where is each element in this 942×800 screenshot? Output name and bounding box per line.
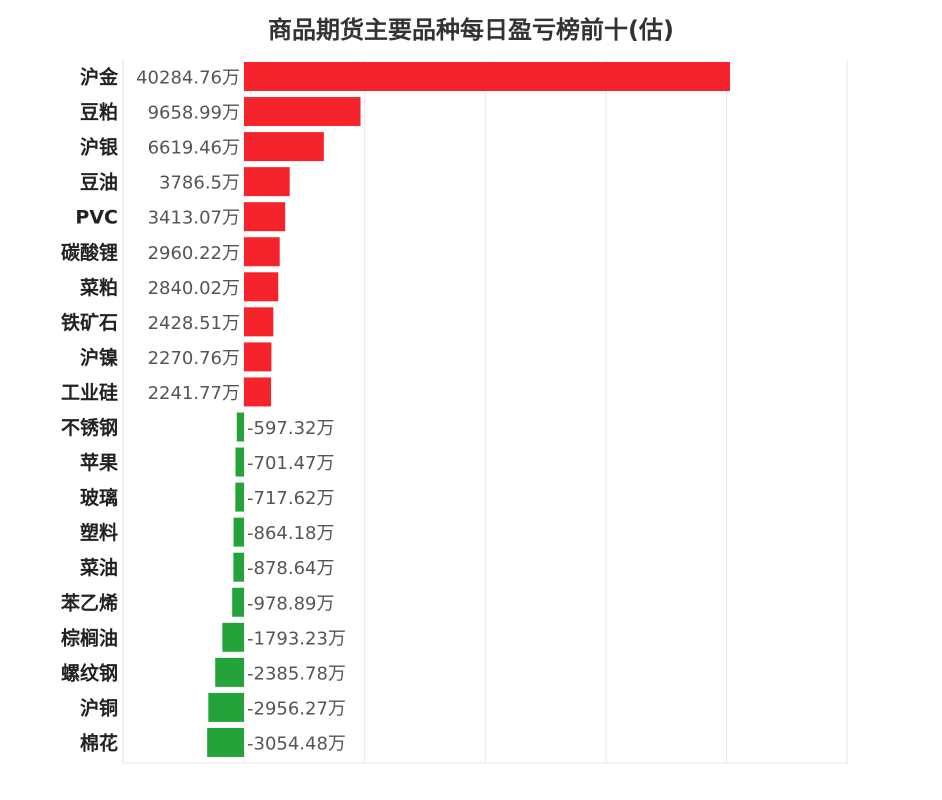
category-label: 苯乙烯 [60, 591, 118, 614]
bar [233, 517, 244, 547]
bar [233, 552, 244, 582]
bar [244, 237, 280, 267]
bar [244, 342, 272, 372]
data-label: 3786.5万 [159, 173, 240, 194]
data-label: 2270.76万 [148, 348, 240, 369]
bar [235, 482, 244, 512]
data-label: -597.32万 [247, 418, 334, 439]
category-label: 碳酸锂 [61, 241, 118, 264]
bar [208, 692, 244, 722]
data-label: -701.47万 [247, 453, 334, 474]
bar [235, 447, 244, 477]
data-label: 2241.77万 [148, 383, 240, 404]
data-label: 2960.22万 [148, 243, 240, 264]
category-label: PVC [75, 207, 118, 229]
category-label: 棉花 [80, 731, 118, 754]
bar [244, 97, 361, 127]
category-label: 菜粕 [79, 276, 118, 299]
bar [244, 132, 324, 162]
bar [244, 307, 274, 337]
category-label: 工业硅 [61, 382, 118, 404]
bar [244, 167, 290, 197]
category-label: 棕榈油 [61, 626, 118, 649]
bar [232, 587, 244, 617]
category-label: 塑料 [80, 521, 118, 544]
category-label: 沪金 [80, 66, 119, 89]
data-label: 2428.51万 [148, 313, 240, 334]
category-label: 菜油 [79, 556, 118, 579]
bar [244, 377, 272, 407]
data-label: 6619.46万 [148, 138, 240, 159]
category-label: 不锈钢 [61, 417, 118, 439]
bar [244, 62, 730, 91]
category-label: 沪铜 [80, 696, 118, 719]
data-label: 2840.02万 [148, 278, 240, 299]
category-label: 豆粕 [80, 101, 118, 124]
bar [215, 657, 244, 687]
data-label: -2956.27万 [247, 698, 346, 719]
data-label: -2385.78万 [247, 663, 346, 684]
data-label: -878.64万 [247, 558, 334, 579]
bar [244, 272, 279, 302]
category-label: 铁矿石 [61, 311, 118, 334]
data-label: -717.62万 [247, 488, 334, 509]
data-label: -978.89万 [247, 593, 334, 614]
bar [222, 622, 244, 652]
data-label: 40284.76万 [136, 68, 240, 89]
category-label: 沪银 [80, 136, 119, 159]
data-label: 3413.07万 [148, 208, 240, 229]
chart-title: 商品期货主要品种每日盈亏榜前十(估) [268, 16, 674, 44]
category-label: 螺纹钢 [61, 661, 118, 684]
bar [207, 727, 244, 757]
category-label: 玻璃 [80, 486, 118, 509]
category-label: 苹果 [80, 451, 118, 474]
data-label: 9658.99万 [148, 103, 240, 124]
category-label: 沪镍 [80, 346, 118, 369]
category-label: 豆油 [80, 172, 118, 194]
bar [236, 412, 244, 442]
data-label: -1793.23万 [247, 628, 346, 649]
bar [244, 202, 286, 232]
data-label: -3054.48万 [247, 733, 346, 754]
data-label: -864.18万 [247, 523, 334, 544]
